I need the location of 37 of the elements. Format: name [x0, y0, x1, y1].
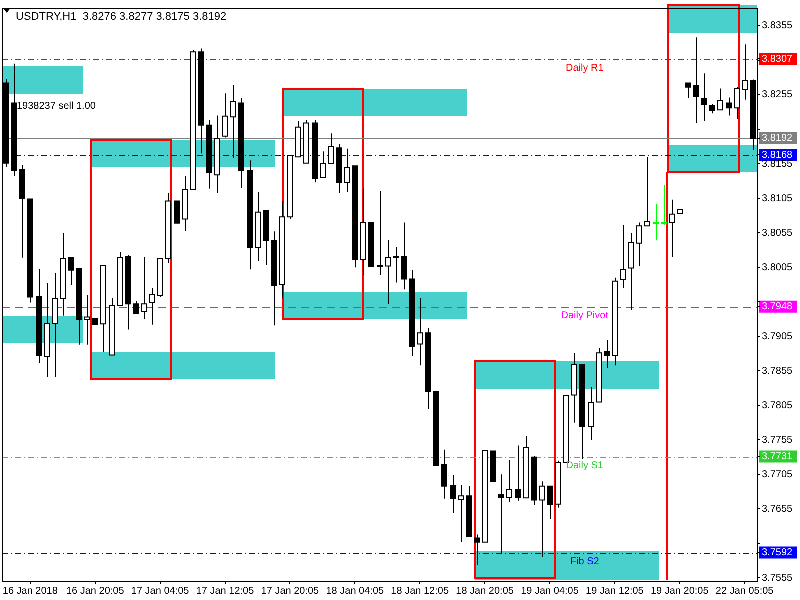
ref-line-label: Fib S2	[570, 556, 600, 568]
x-tick-label: 18 Jan 04:05	[326, 586, 384, 597]
chart-title: USDTRY,H1 3.8276 3.8277 3.8175 3.8192	[16, 11, 227, 24]
y-tick-label: 3.8155	[762, 158, 794, 170]
y-tick-label: 3.8168	[762, 150, 794, 161]
y-tick-label: 3.8105	[762, 193, 794, 204]
ref-line-label: Daily Pivot	[561, 310, 609, 322]
y-tick-label: 3.7731	[762, 451, 794, 462]
y-tick-label: 3.8192	[762, 133, 794, 144]
x-tick-label: 19 Jan 12:05	[586, 586, 644, 597]
x-tick-label: 17 Jan 04:05	[131, 586, 190, 597]
y-tick-label: 3.7905	[762, 331, 794, 342]
x-tick-label: 17 Jan 12:05	[196, 586, 255, 597]
x-tick-label: 16 Jan 2018	[2, 586, 58, 597]
y-tick-label: 3.7805	[762, 400, 794, 412]
ref-line-label: Daily R1	[566, 62, 604, 74]
annotation: 1938237 sell 1.00	[17, 100, 96, 112]
y-tick-label: 3.7555	[762, 572, 794, 584]
x-tick-label: 19 Jan 20:05	[650, 586, 710, 597]
y-tick-label: 3.7592	[762, 547, 794, 558]
x-tick-label: 16 Jan 20:05	[66, 586, 125, 597]
y-tick-label: 3.8255	[762, 90, 794, 101]
y-tick-label: 3.8055	[762, 228, 794, 239]
y-tick-label: 3.8355	[762, 20, 794, 32]
x-tick-label: 18 Jan 12:05	[391, 586, 450, 597]
y-tick-label: 3.8005	[762, 262, 794, 274]
y-tick-label: 3.7755	[762, 434, 794, 446]
x-tick-label: 19 Jan 04:05	[521, 586, 580, 597]
x-tick-label: 18 Jan 20:05	[456, 586, 514, 597]
y-tick-label: 3.7655	[762, 504, 794, 515]
y-tick-label: 3.7948	[762, 302, 794, 313]
y-tick-label: 3.7705	[762, 469, 794, 480]
y-tick-label: 3.8307	[762, 54, 794, 65]
x-tick-label: 22 Jan 05:05	[716, 586, 774, 597]
x-tick-label: 17 Jan 20:05	[261, 586, 320, 597]
y-tick-label: 3.7855	[762, 366, 794, 377]
ref-line-label: Daily S1	[566, 460, 604, 472]
